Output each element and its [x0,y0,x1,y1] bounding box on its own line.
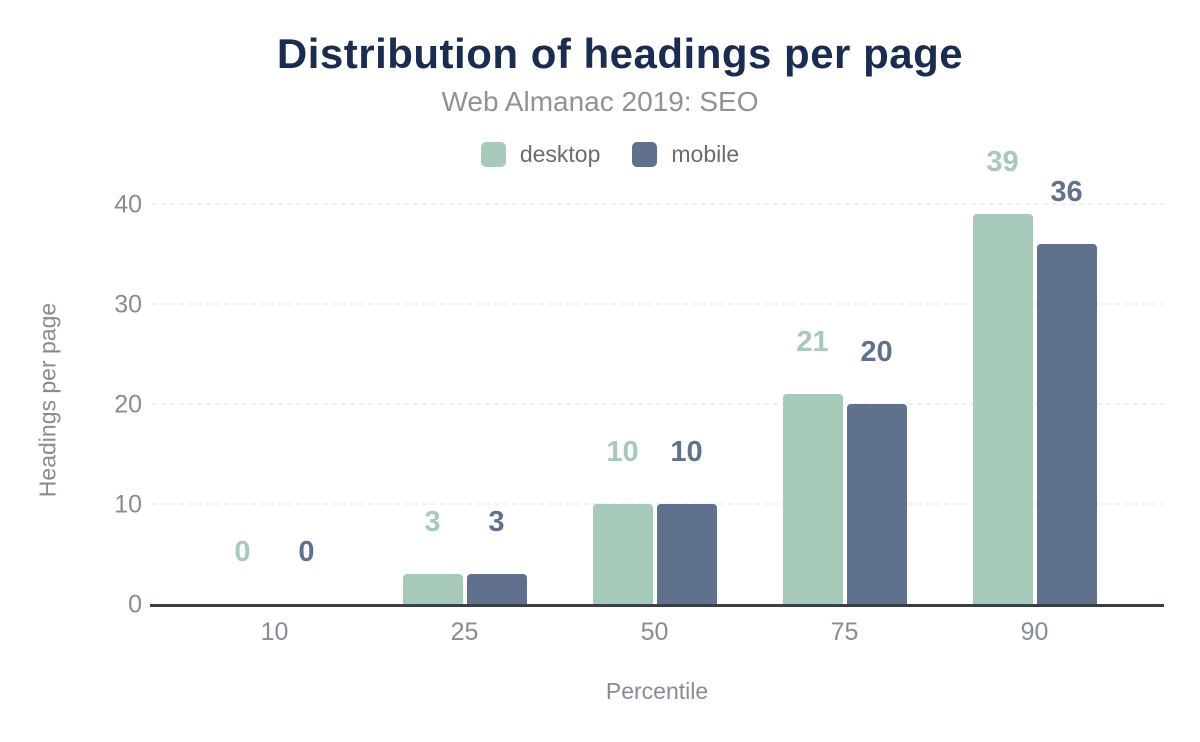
bar-mobile-p25 [466,574,527,604]
chart-title: Distribution of headings per page [276,30,964,77]
legend-swatch-mobile [632,142,658,167]
value-label-mobile-p25: 3 [488,506,505,538]
value-label-mobile-p75: 20 [860,336,893,368]
y-tick-label-40: 40 [114,190,142,219]
y-tick-label-20: 20 [114,390,142,419]
x-tick-label-75: 75 [830,618,859,646]
bar-desktop-p75 [782,394,843,604]
x-axis-title: Percentile [605,678,709,704]
y-tick-label-0: 0 [128,590,142,619]
bar-mobile-p50 [656,504,717,604]
x-tick-label-50: 50 [640,618,669,646]
legend-label-desktop: desktop [519,141,601,167]
x-tick-label-25: 25 [450,618,479,646]
value-label-mobile-p10: 0 [298,536,315,568]
x-tick-label-90: 90 [1020,618,1049,646]
bar-mobile-p75 [846,404,907,604]
gridline-y-20 [152,403,1164,405]
legend-swatch-desktop [480,142,506,167]
bar-desktop-p90 [972,214,1033,604]
legend-label-mobile: mobile [671,141,740,167]
x-tick-label-10: 10 [260,618,289,646]
gridline-y-40 [152,203,1164,205]
chart-subtitle: Web Almanac 2019: SEO [441,86,759,117]
bar-desktop-p25 [402,574,463,604]
gridline-y-30 [152,303,1164,305]
x-axis-line [150,604,1164,607]
value-label-desktop-p10: 0 [234,536,251,568]
legend-item-mobile: mobile [632,141,739,168]
legend-item-desktop: desktop [480,141,601,168]
value-label-mobile-p50: 10 [670,436,703,468]
bar-mobile-p90 [1036,244,1097,604]
y-tick-label-30: 30 [114,290,142,319]
value-label-desktop-p75: 21 [796,326,829,358]
y-axis-title: Headings per page [34,302,61,498]
value-label-desktop-p25: 3 [424,506,441,538]
value-label-desktop-p50: 10 [606,436,639,468]
legend: desktop mobile [20,141,1200,168]
value-label-mobile-p90: 36 [1050,176,1083,208]
y-tick-label-10: 10 [114,490,142,519]
bar-desktop-p50 [592,504,653,604]
value-label-desktop-p90: 39 [986,146,1019,178]
